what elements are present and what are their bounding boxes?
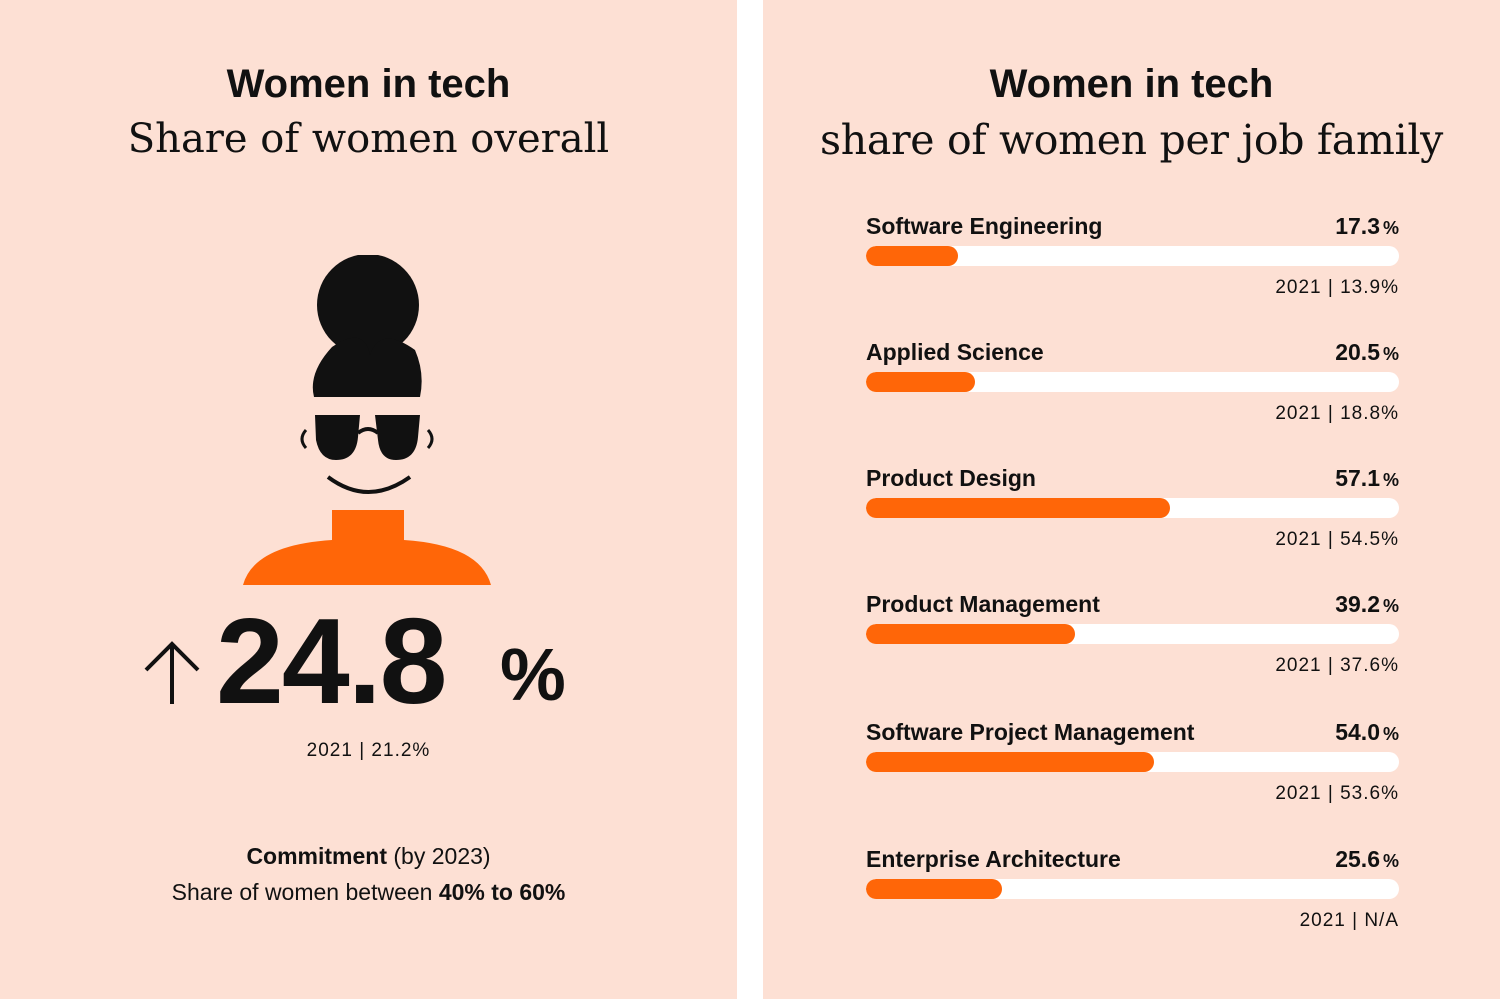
left-title: Women in tech	[226, 62, 511, 106]
bar-category-label: Software Project Management	[866, 719, 1195, 745]
bar-value-unit: %	[1382, 470, 1399, 490]
left-subtitle: Share of women overall	[127, 116, 610, 162]
bar-value-number: 20.5	[1335, 339, 1380, 365]
right-subtitle: share of women per job family	[819, 116, 1444, 164]
bar-value-label: 54.0%	[1335, 719, 1399, 746]
bar-previous-year: 2021 | 53.6%	[1275, 783, 1399, 804]
bar-previous-year: 2021 | 18.8%	[1275, 403, 1399, 424]
commitment-target-text: Share of women between	[171, 879, 439, 905]
right-title: Women in tech	[989, 62, 1274, 106]
bar-category-label: Applied Science	[866, 339, 1044, 365]
bar-category-label: Enterprise Architecture	[866, 846, 1121, 872]
woman-with-sunglasses-icon	[243, 255, 491, 585]
bar-row: Product Management 39.2% 2021 | 37.6%	[866, 591, 1399, 701]
bar-value-label: 20.5%	[1335, 339, 1399, 366]
bar-fill	[866, 752, 1154, 772]
bar-value-unit: %	[1382, 724, 1399, 744]
bar-previous-year: 2021 | 13.9%	[1275, 277, 1399, 298]
commitment-line: Commitment (by 2023)	[0, 838, 737, 874]
arrow-up-icon	[144, 641, 200, 704]
bar-track	[866, 246, 1399, 266]
bar-value-number: 39.2	[1335, 591, 1380, 617]
bar-track	[866, 752, 1399, 772]
bar-fill	[866, 372, 976, 392]
bar-previous-year: 2021 | 54.5%	[1275, 529, 1399, 550]
bar-previous-year: 2021 | N/A	[1299, 910, 1399, 931]
bar-value-number: 17.3	[1335, 213, 1380, 239]
bar-value-label: 25.6%	[1335, 846, 1399, 873]
bar-track	[866, 879, 1399, 899]
bar-value-unit: %	[1382, 344, 1399, 364]
overall-prev-year: 2021 | 21.2%	[306, 740, 431, 761]
commitment-note: Commitment (by 2023) Share of women betw…	[0, 838, 737, 910]
job-family-panel: Women in tech share of women per job fam…	[763, 0, 1500, 999]
bar-value-number: 57.1	[1335, 465, 1380, 491]
overall-share-stat: 24.8 %	[140, 593, 600, 729]
bar-fill	[866, 498, 1171, 518]
bar-row: Enterprise Architecture 25.6% 2021 | N/A	[866, 846, 1399, 956]
bar-track	[866, 498, 1399, 518]
bar-row: Applied Science 20.5% 2021 | 18.8%	[866, 339, 1399, 449]
bar-fill	[866, 879, 1003, 899]
bar-track	[866, 624, 1399, 644]
bar-value-label: 57.1%	[1335, 465, 1399, 492]
overall-share-panel: Women in tech Share of women overall 24.…	[0, 0, 737, 999]
bar-row: Software Engineering 17.3% 2021 | 13.9%	[866, 213, 1399, 323]
commitment-target-line: Share of women between 40% to 60%	[0, 874, 737, 910]
bar-track	[866, 372, 1399, 392]
bar-fill	[866, 246, 959, 266]
bar-value-number: 25.6	[1335, 846, 1380, 872]
bar-value-unit: %	[1382, 218, 1399, 238]
overall-share-unit: %	[500, 633, 566, 716]
bar-row: Product Design 57.1% 2021 | 54.5%	[866, 465, 1399, 575]
bar-category-label: Product Design	[866, 465, 1036, 491]
bar-previous-year: 2021 | 37.6%	[1275, 655, 1399, 676]
overall-share-value: 24.8	[216, 593, 447, 729]
bar-row: Software Project Management 54.0% 2021 | 5…	[866, 719, 1399, 829]
bar-value-number: 54.0	[1335, 719, 1380, 745]
bar-category-label: Product Management	[866, 591, 1100, 617]
commitment-label: Commitment	[246, 843, 387, 869]
bar-value-unit: %	[1382, 596, 1399, 616]
bar-value-label: 39.2%	[1335, 591, 1399, 618]
bar-fill	[866, 624, 1075, 644]
bar-value-unit: %	[1382, 851, 1399, 871]
bar-value-label: 17.3%	[1335, 213, 1399, 240]
commitment-target-range: 40% to 60%	[438, 879, 566, 905]
commitment-deadline: (by 2023)	[387, 843, 491, 869]
bar-category-label: Software Engineering	[866, 213, 1103, 239]
